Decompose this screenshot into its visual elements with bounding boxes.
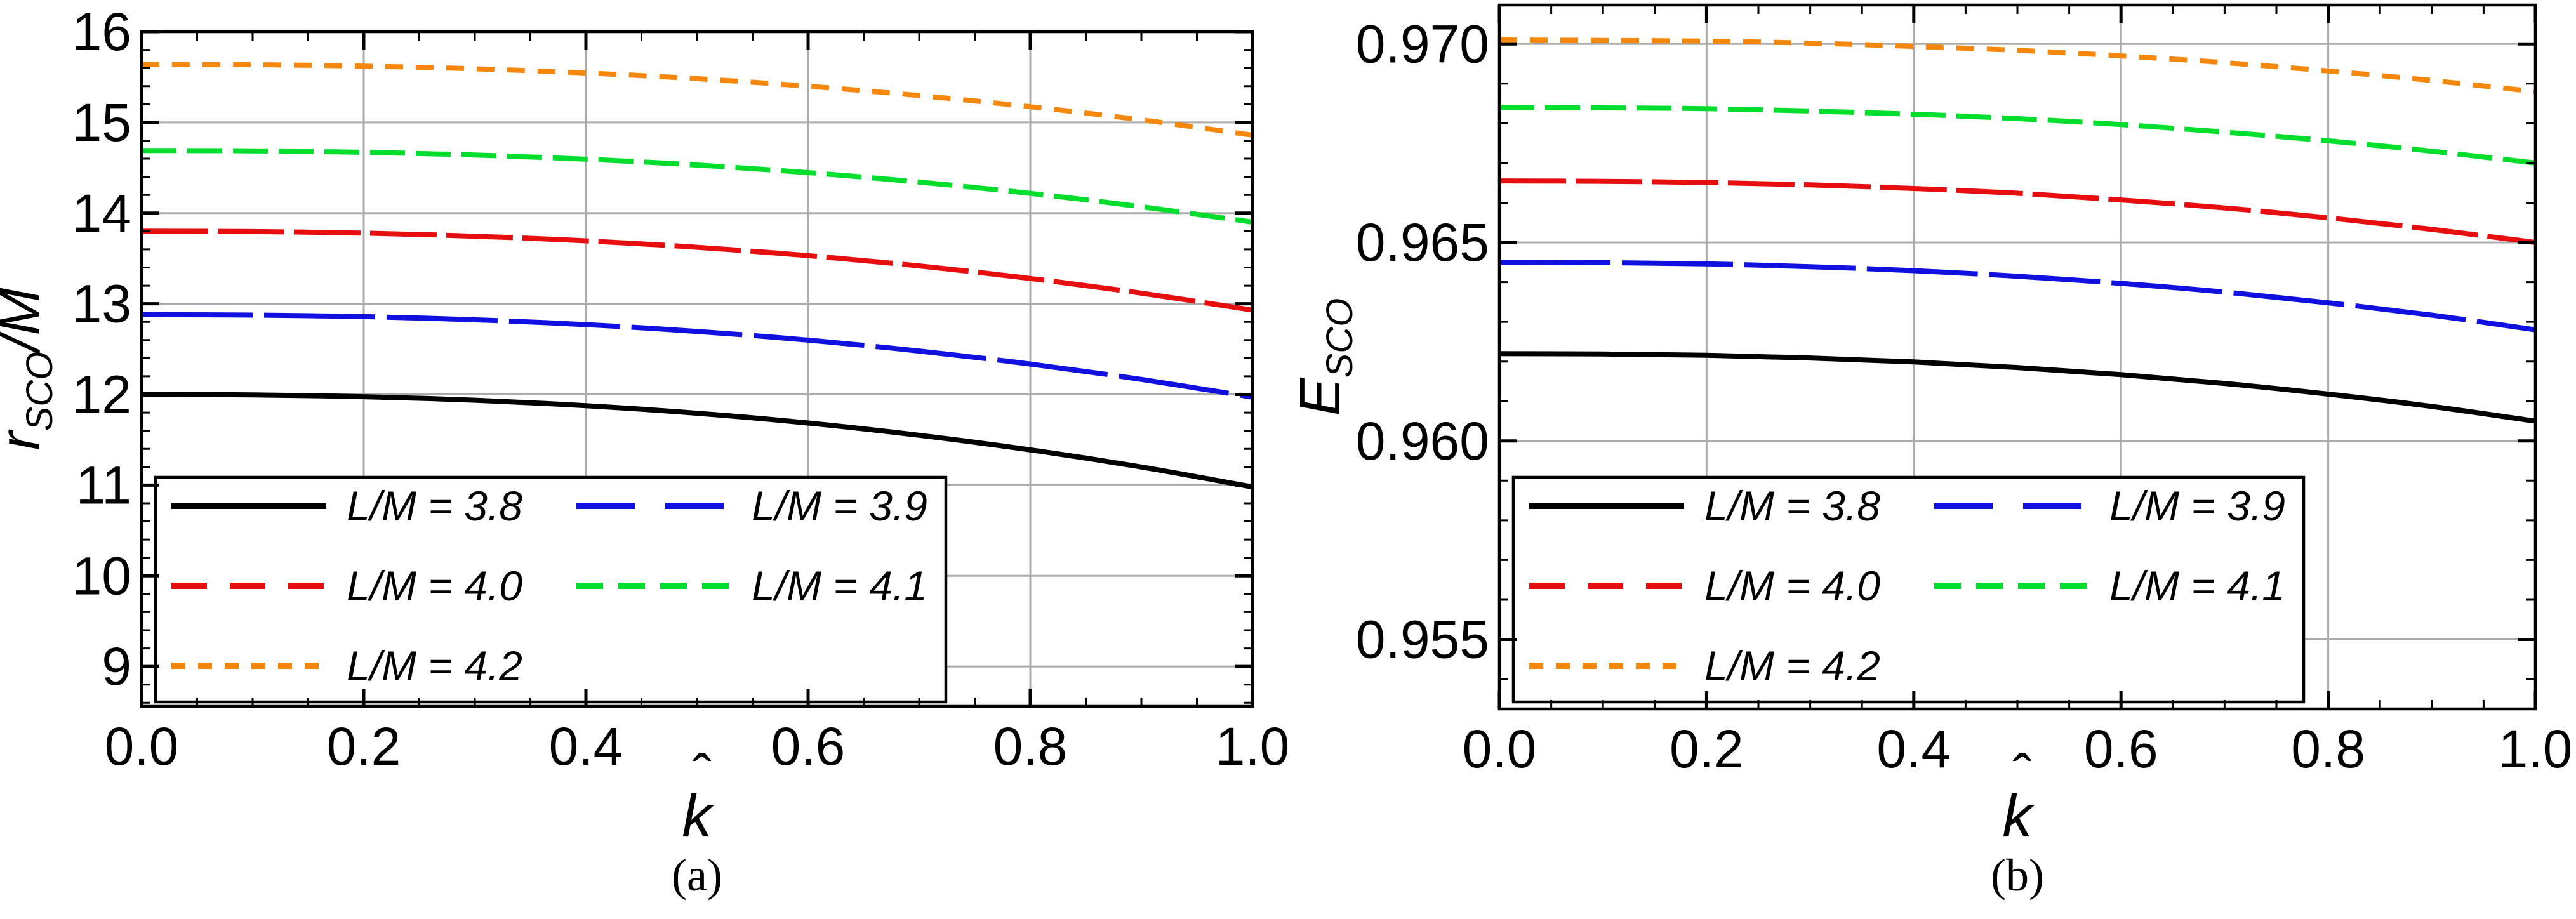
x-axis-label: k	[2002, 783, 2035, 850]
series-curve-0	[1499, 351, 2536, 424]
legend-label-4: L/M = 4.2	[1704, 642, 1880, 689]
y-tick-label: 11	[76, 455, 131, 515]
major-ticks	[1497, 5, 2537, 709]
legend-box: L/M = 3.8 L/M = 3.9 L/M = 4.0 L/M = 4.1 L/M …	[1511, 475, 2306, 704]
x-tick-label: 0.0	[1463, 719, 1537, 779]
legend-box: L/M = 3.8 L/M = 3.9 L/M = 4.0 L/M = 4.1 L/M …	[154, 475, 948, 704]
series-curve-0	[141, 392, 1253, 490]
x-tick-label: 0.8	[993, 717, 1068, 776]
legend-label-3: L/M = 4.1	[2109, 562, 2285, 609]
y-tick-label: 0.965	[1356, 213, 1489, 272]
x-axis-label-hat-accent: ˆ	[693, 744, 712, 807]
legend-label-3: L/M = 4.1	[752, 562, 927, 609]
legend-label-2: L/M = 4.0	[1704, 562, 1880, 609]
series-curve-3	[1499, 105, 2536, 166]
series-curve-3	[141, 148, 1253, 225]
y-tick-label: 15	[72, 93, 131, 152]
caption-a: (a)	[672, 850, 722, 901]
series-curve-2	[141, 228, 1253, 313]
x-tick-label: 0.0	[105, 717, 179, 776]
minor-ticks	[142, 32, 1252, 706]
tick-labels: 0.0 0.2 0.4 0.6 0.8 1.0 9 10 11 12 13 14 15 16	[72, 2, 1290, 776]
legend-label-0: L/M = 3.8	[347, 482, 522, 529]
x-tick-label: 0.6	[2084, 719, 2158, 779]
series-curve-1	[141, 312, 1253, 400]
y-axis-label: ESCO	[1289, 298, 1360, 416]
legend-label-4: L/M = 4.2	[347, 642, 522, 689]
y-tick-label: 0.960	[1356, 411, 1489, 471]
x-tick-label: 0.2	[1670, 719, 1744, 779]
series-curve-4	[141, 62, 1253, 138]
y-tick-label: 13	[72, 274, 131, 334]
major-ticks	[140, 30, 1254, 706]
x-axis-label-hat-accent: ˆ	[2013, 744, 2032, 807]
y-tick-label: 9	[102, 637, 131, 696]
tick-labels: 0.0 0.2 0.4 0.6 0.8 1.0 0.955 0.960 0.965 0.970	[1356, 14, 2573, 779]
y-axis-label: rSCO/M	[0, 288, 60, 451]
caption-b: (b)	[1991, 850, 2044, 901]
right-plot-esco: L/M = 3.8 L/M = 3.9 L/M = 4.0 L/M = 4.1 L/M …	[1289, 3, 2573, 850]
curves	[1499, 37, 2536, 424]
legend-label-1: L/M = 3.9	[2109, 482, 2285, 529]
x-tick-label: 1.0	[1216, 717, 1290, 776]
y-tick-label: 0.970	[1356, 14, 1489, 74]
legend-label-0: L/M = 3.8	[1704, 482, 1880, 529]
series-curve-2	[1499, 178, 2536, 245]
y-tick-label: 10	[72, 546, 131, 605]
x-tick-label: 0.4	[1876, 719, 1951, 779]
x-tick-label: 0.2	[327, 717, 401, 776]
x-tick-label: 0.8	[2291, 719, 2365, 779]
left-plot-rsco: L/M = 3.8 L/M = 3.9 L/M = 4.0 L/M = 4.1 L/M …	[0, 2, 1289, 850]
x-tick-label: 1.0	[2499, 719, 2573, 779]
minor-ticks	[1499, 5, 2535, 709]
x-tick-label: 0.6	[771, 717, 846, 776]
y-tick-label: 12	[72, 365, 131, 425]
y-tick-label: 16	[72, 2, 131, 62]
series-curve-4	[1499, 37, 2536, 95]
y-tick-label: 0.955	[1356, 610, 1489, 670]
legend-label-1: L/M = 3.9	[752, 482, 927, 529]
y-tick-label: 14	[72, 183, 131, 243]
curves	[141, 62, 1253, 490]
legend-label-2: L/M = 4.0	[347, 562, 522, 609]
x-axis-label: k	[682, 783, 715, 850]
series-curve-1	[1499, 260, 2536, 333]
x-tick-label: 0.4	[549, 717, 623, 776]
